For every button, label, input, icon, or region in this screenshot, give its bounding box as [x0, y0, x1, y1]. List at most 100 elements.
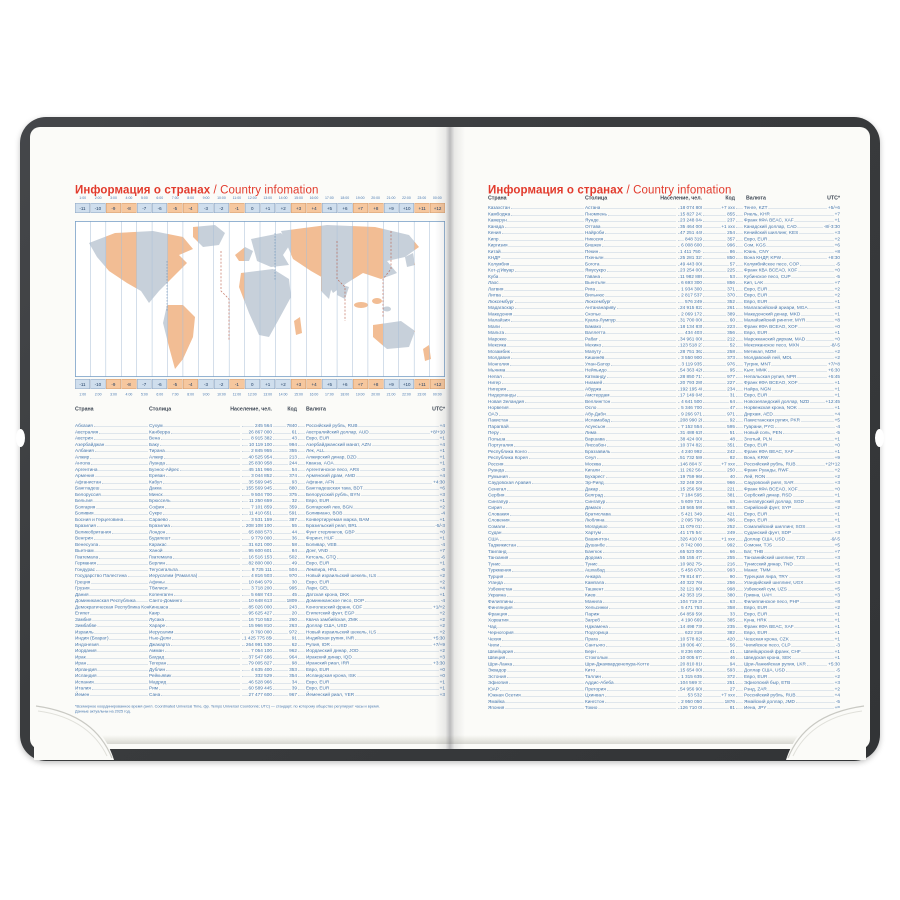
table-row: Чили Сантьяго 18 006 407 56 Чилийское пе…: [488, 642, 840, 648]
country-cell: Марокко: [488, 335, 584, 342]
country-cell: Бангладеш: [75, 485, 148, 491]
country-cell: Государство Палестина: [75, 572, 148, 578]
utc-cell: +1: [834, 610, 840, 617]
code-cell: 595: [703, 423, 735, 429]
population-cell: 65 808 573: [242, 528, 272, 535]
code-cell: 855: [703, 210, 735, 217]
code-cell: 256: [703, 579, 735, 585]
country-cell: Кения: [488, 229, 584, 235]
country-cell: Грузия: [75, 585, 148, 591]
utc-cell: +8:30: [828, 254, 840, 261]
population-cell: 32 248 200: [678, 479, 702, 485]
capital-cell: Баку: [149, 441, 240, 447]
code-cell: 34: [273, 678, 297, 685]
code-cell: 234: [703, 385, 735, 392]
population-cell: 11 982 889: [678, 273, 702, 279]
currency-cell: Евро, EUR: [736, 298, 834, 304]
table-row: Казахстан Астана 18 074 800 +7 ххх Тенге…: [488, 204, 840, 211]
currency-cell: Доллар США, USD: [298, 622, 439, 628]
table-row: Польша Варшава 38 424 000 48 Злотый, PLN…: [488, 435, 840, 442]
population-cell: 2 817 537: [678, 292, 702, 298]
capital-cell: Алжир: [149, 453, 240, 460]
code-cell: 260: [273, 616, 297, 622]
population-cell: 3 531 159: [242, 516, 272, 522]
currency-cell: Кьят, MMK: [736, 367, 828, 373]
country-cell: Иран: [75, 660, 148, 666]
population-cell: 4 190 669: [678, 617, 702, 623]
code-cell: 33: [703, 610, 735, 617]
country-cell: Республика Конго: [488, 448, 584, 454]
table-row: Чад Нджамена 14 498 739 235 Франк КФА ВЕ…: [488, 623, 840, 629]
utc-cell: +2: [834, 467, 840, 473]
currency-cell: Чешская крона, CZK: [736, 635, 834, 642]
time-label: 6:00: [156, 393, 164, 397]
time-label: 14:00: [278, 196, 288, 201]
population-cell: 8 725 111: [242, 566, 272, 572]
country-cell: Киргизия: [488, 242, 584, 248]
utc-cell: +2: [834, 292, 840, 298]
country-cell: Доминиканская Республика: [75, 597, 148, 603]
table-row: Нидерланды Амстердам 17 149 045 31 Евро,…: [488, 392, 840, 398]
table-row: Литва Вильнюс 2 817 537 370 Евро, EUR +2: [488, 292, 840, 298]
utc-offset-cell: -4: [183, 203, 198, 213]
population-cell: 1 411 750 000: [678, 248, 702, 254]
country-cell: Кот-д'Ивуар: [488, 267, 584, 273]
code-cell: 375: [273, 491, 297, 497]
col-population: Население, чел.: [230, 406, 272, 412]
code-cell: 61: [273, 428, 297, 435]
currency-cell: Евро, EUR: [298, 666, 439, 672]
table-row: Ангола Луанда 25 830 958 244 Кванза, AOA…: [75, 460, 445, 466]
capital-cell: Ташкент: [585, 585, 676, 592]
currency-cell: Тугрик, MNT: [736, 360, 828, 367]
utc-cell: +4:30: [433, 478, 445, 485]
table-row: Португалия Лиссабон 10 374 822 351 Евро,…: [488, 442, 840, 448]
population-cell: 8 760 000: [242, 628, 272, 635]
code-cell: 32: [273, 497, 297, 503]
time-label: 21:00: [386, 196, 396, 201]
timezone-offsets-top: -11 -10 -9 -8 -7 -6 -5 -4 -3 -2 -1 0 +1 +2 +3 +4 +5 +6 +7 +…: [75, 203, 445, 213]
table-row: Швейцария Берн 8 236 600 41 Швейцарский …: [488, 648, 840, 654]
population-cell: 1 934 300: [678, 285, 702, 292]
currency-cell: Непальская рупия, NPR: [736, 373, 828, 379]
time-label: 7:00: [171, 196, 179, 201]
capital-cell: Прага: [585, 635, 676, 642]
time-label: 3:00: [110, 196, 117, 201]
population-cell: 4 641 500: [678, 398, 702, 404]
code-cell: 53: [703, 273, 735, 279]
utc-cell: +4: [834, 410, 840, 417]
population-cell: 28 751 362: [678, 348, 702, 354]
population-cell: 5 609 724: [678, 498, 702, 504]
utc-cell: +7: [834, 548, 840, 554]
code-cell: 51: [703, 429, 735, 435]
code-cell: 370: [703, 292, 735, 298]
utc-offset-cell: -7: [136, 379, 152, 389]
utc-offset-cell: +6: [337, 203, 353, 213]
time-label: 22:00: [402, 393, 411, 397]
utc-cell: -4: [440, 510, 445, 516]
capital-cell: Сана: [149, 691, 240, 697]
population-cell: 10 119 100: [242, 441, 272, 447]
code-cell: 93: [273, 478, 297, 485]
currency-cell: Белорусский рубль, BYN: [298, 491, 439, 497]
currency-cell: Франк КФА ВСЕАО, XOF: [736, 485, 834, 492]
col-capital: Столица: [585, 195, 608, 201]
page-title: Информация о странах / Country infomatio…: [488, 183, 732, 196]
table-row: Египет Каир 95 625 427 20 Египетский фун…: [75, 610, 445, 616]
population-cell: 5 668 743: [242, 591, 272, 597]
population-cell: 15 256 586: [678, 485, 702, 492]
utc-cell: +1: [834, 510, 840, 517]
time-label: 9:00: [202, 196, 210, 201]
utc-cell: +5: [834, 542, 840, 548]
capital-cell: Эр-Рияд: [585, 479, 676, 485]
table-row: Черногория Подгорица 622 218 382 Евро, E…: [488, 629, 840, 636]
utc-cell: +1: [834, 404, 840, 411]
table-row: Боливия Сукре 11 410 651 591 Боливиано, …: [75, 510, 445, 516]
code-cell: 251: [703, 679, 735, 685]
population-cell: 3 718 200: [242, 585, 272, 591]
population-cell: 31 700 000: [678, 317, 702, 323]
capital-cell: Астана: [585, 204, 676, 210]
population-cell: 10 005 673: [678, 654, 702, 660]
country-cell: Дания: [75, 591, 148, 597]
utc-cell: -3: [440, 466, 445, 472]
utc-cell: +1: [834, 392, 840, 398]
